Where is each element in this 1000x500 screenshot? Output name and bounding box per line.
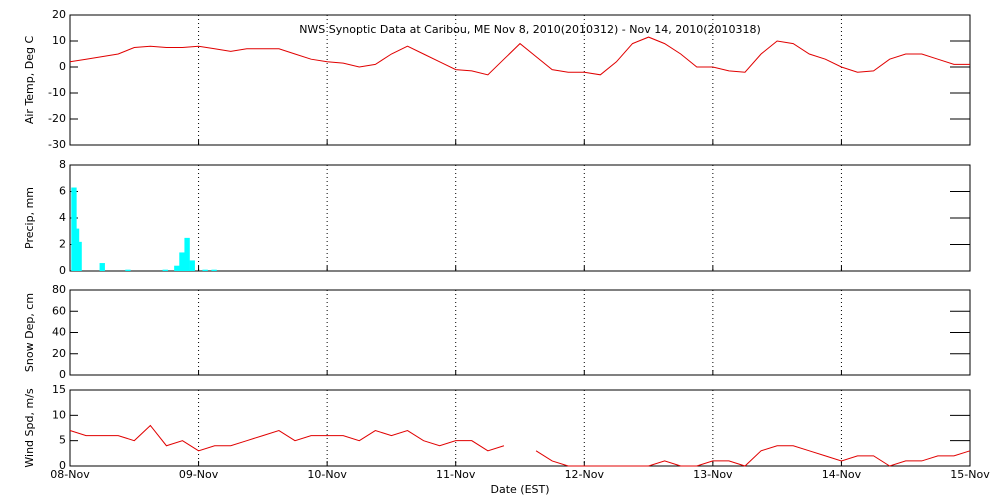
data-line xyxy=(69,424,971,467)
x-tick-label: 15-Nov xyxy=(950,468,990,481)
panel-frame xyxy=(69,389,971,467)
bar xyxy=(189,260,195,271)
y-tick-label: 4 xyxy=(59,211,66,224)
bar xyxy=(162,269,168,271)
bar xyxy=(179,252,185,271)
y-tick-label: 20 xyxy=(52,347,66,360)
y-tick-label: -30 xyxy=(48,138,66,151)
y-tick-label: 0 xyxy=(59,368,66,381)
x-tick-label: 10-Nov xyxy=(307,468,347,481)
y-tick-label: 60 xyxy=(52,304,66,317)
y-tick-label: 15 xyxy=(52,383,66,396)
bar xyxy=(76,241,82,271)
y-tick-label: 40 xyxy=(52,326,66,339)
y-tick-label: 2 xyxy=(59,238,66,251)
y-tick-label: 0 xyxy=(59,459,66,472)
y-tick-label: 0 xyxy=(59,60,66,73)
y-tick-label: 0 xyxy=(59,264,66,277)
x-tick-label: 09-Nov xyxy=(179,468,219,481)
bar xyxy=(125,269,131,271)
x-tick-label: 13-Nov xyxy=(693,468,733,481)
bar xyxy=(202,269,208,271)
y-tick-label: -10 xyxy=(48,86,66,99)
data-line xyxy=(69,36,970,76)
x-tick-label: 11-Nov xyxy=(436,468,476,481)
y-tick-label: 6 xyxy=(59,185,66,198)
y-tick-label: -20 xyxy=(48,112,66,125)
y-tick-label: 80 xyxy=(52,283,66,296)
bar xyxy=(174,265,180,271)
y-axis-label: Precip, mm xyxy=(23,187,36,249)
y-axis-label: Air Temp, Deg C xyxy=(23,36,36,125)
bar xyxy=(211,269,217,271)
bar xyxy=(184,237,190,271)
y-axis-label: Snow Dep, cm xyxy=(23,293,36,372)
y-tick-label: 5 xyxy=(59,434,66,447)
x-tick-label: 14-Nov xyxy=(822,468,862,481)
panel-frame xyxy=(69,164,971,272)
chart-title: NWS Synoptic Data at Caribou, ME Nov 8, … xyxy=(299,23,761,36)
y-tick-label: 10 xyxy=(52,34,66,47)
x-axis-label: Date (EST) xyxy=(490,483,549,496)
y-axis-label: Wind Spd, m/s xyxy=(23,388,36,468)
bar xyxy=(99,263,105,271)
y-tick-label: 10 xyxy=(52,408,66,421)
y-tick-label: 20 xyxy=(52,8,66,21)
panel-frame xyxy=(69,289,971,376)
y-tick-label: 8 xyxy=(59,158,66,171)
x-tick-label: 08-Nov xyxy=(50,468,90,481)
x-tick-label: 12-Nov xyxy=(565,468,605,481)
